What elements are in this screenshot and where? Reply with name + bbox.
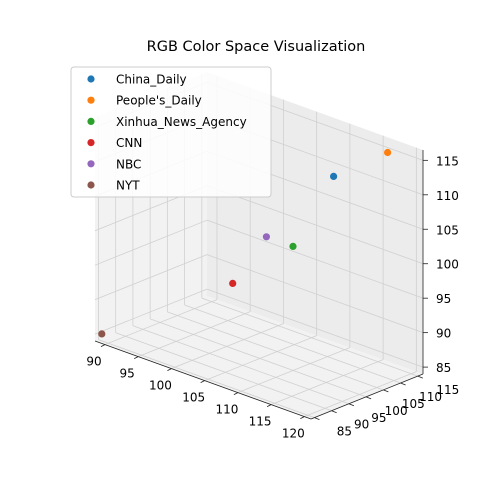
x-tick-mark xyxy=(233,392,239,395)
grid-lines xyxy=(94,74,424,418)
y-tick-mark xyxy=(331,410,337,414)
grid-line-z-left xyxy=(94,219,208,266)
legend: China_Daily People's_Daily Xinhua_News_Age… xyxy=(70,66,272,198)
y-tick-mark xyxy=(365,396,372,400)
grid-line-y-floor xyxy=(98,339,315,418)
data-point xyxy=(98,330,106,338)
x-tick-mark xyxy=(100,344,106,347)
y-tick-label: 105 xyxy=(402,397,425,411)
legend-label: CNN xyxy=(116,136,142,150)
data-point xyxy=(289,242,297,250)
y-tick-mark xyxy=(383,389,389,393)
z-tick-label: 100 xyxy=(436,258,459,272)
x-tick-label: 100 xyxy=(149,379,172,393)
legend-label: NYT xyxy=(116,179,140,193)
x-tick-mark xyxy=(167,368,172,371)
y-tick-label: 100 xyxy=(385,404,408,418)
chart-title: RGB Color Space Visualization xyxy=(147,39,366,55)
x-tick-label: 95 xyxy=(120,367,135,381)
z-tick-label: 105 xyxy=(436,223,459,237)
grid-line-x-floor xyxy=(237,347,351,393)
axis-lines xyxy=(94,150,428,420)
y-tick-mark xyxy=(400,382,406,386)
y-tick-label: 90 xyxy=(354,418,369,432)
x-tick-label: 115 xyxy=(249,415,272,429)
y-tick-mark xyxy=(348,403,355,407)
data-point xyxy=(229,279,237,287)
legend-marker xyxy=(87,75,95,83)
z-tick-label: 115 xyxy=(436,154,459,168)
y-tick-label: 95 xyxy=(371,411,386,425)
legend-label: NBC xyxy=(116,157,141,171)
x-tick-mark xyxy=(266,404,272,407)
y-tick-label: 85 xyxy=(337,425,352,439)
x-tick-label: 90 xyxy=(86,355,101,369)
x-tick-label: 105 xyxy=(182,391,205,405)
grid-line-x-floor xyxy=(171,323,284,369)
x-tick-mark xyxy=(300,416,305,419)
grid-line-x-floor xyxy=(270,359,384,405)
x-tick-mark xyxy=(134,356,139,359)
grid-line-z-back xyxy=(206,185,424,265)
x-tick-mark xyxy=(200,380,205,383)
grid-line-y-floor xyxy=(150,318,367,398)
grid-line-y-floor xyxy=(167,311,384,391)
grid-line-x-floor xyxy=(104,299,218,345)
legend-label: Xinhua_News_Agency xyxy=(116,115,247,129)
legend-marker xyxy=(87,96,95,104)
y-tick-mark xyxy=(314,417,320,420)
z-tick-label: 95 xyxy=(436,292,451,306)
x-tick-label: 120 xyxy=(282,427,305,441)
z-tick-label: 90 xyxy=(436,327,451,341)
grid-line-x-floor xyxy=(204,335,317,381)
grid-line-z-back xyxy=(206,254,424,334)
z-tick-label: 85 xyxy=(436,361,451,375)
y-axis-line xyxy=(310,373,424,420)
y-tick-label: 115 xyxy=(436,383,459,397)
data-point xyxy=(384,148,392,157)
data-point xyxy=(330,172,338,180)
grid-line-y-floor xyxy=(115,332,332,412)
grid-line-y-floor xyxy=(132,325,350,405)
legend-box xyxy=(70,66,272,198)
data-points xyxy=(98,148,392,338)
grid-line-z-back xyxy=(206,288,424,368)
grid-line-x-floor xyxy=(304,371,417,417)
grid-line-z-left xyxy=(94,288,208,335)
grid-line-z-back xyxy=(206,219,424,299)
legend-label: People's_Daily xyxy=(116,94,202,108)
data-point xyxy=(262,233,270,241)
x-tick-label: 110 xyxy=(215,403,238,417)
legend-marker xyxy=(87,160,95,168)
z-tick-label: 110 xyxy=(436,189,459,203)
grid-line-x-floor xyxy=(138,311,251,357)
floor-pane xyxy=(95,296,423,419)
grid-line-y-floor xyxy=(201,297,418,377)
legend-marker xyxy=(87,117,95,125)
grid-line-z-left xyxy=(94,254,208,301)
y-tick-label: 110 xyxy=(419,390,442,404)
legend-label: China_Daily xyxy=(116,73,187,87)
grid-line-y-floor xyxy=(184,304,401,384)
legend-marker xyxy=(87,181,95,189)
legend-marker xyxy=(87,139,95,147)
y-tick-mark xyxy=(417,375,423,379)
x-axis-line xyxy=(94,340,312,420)
